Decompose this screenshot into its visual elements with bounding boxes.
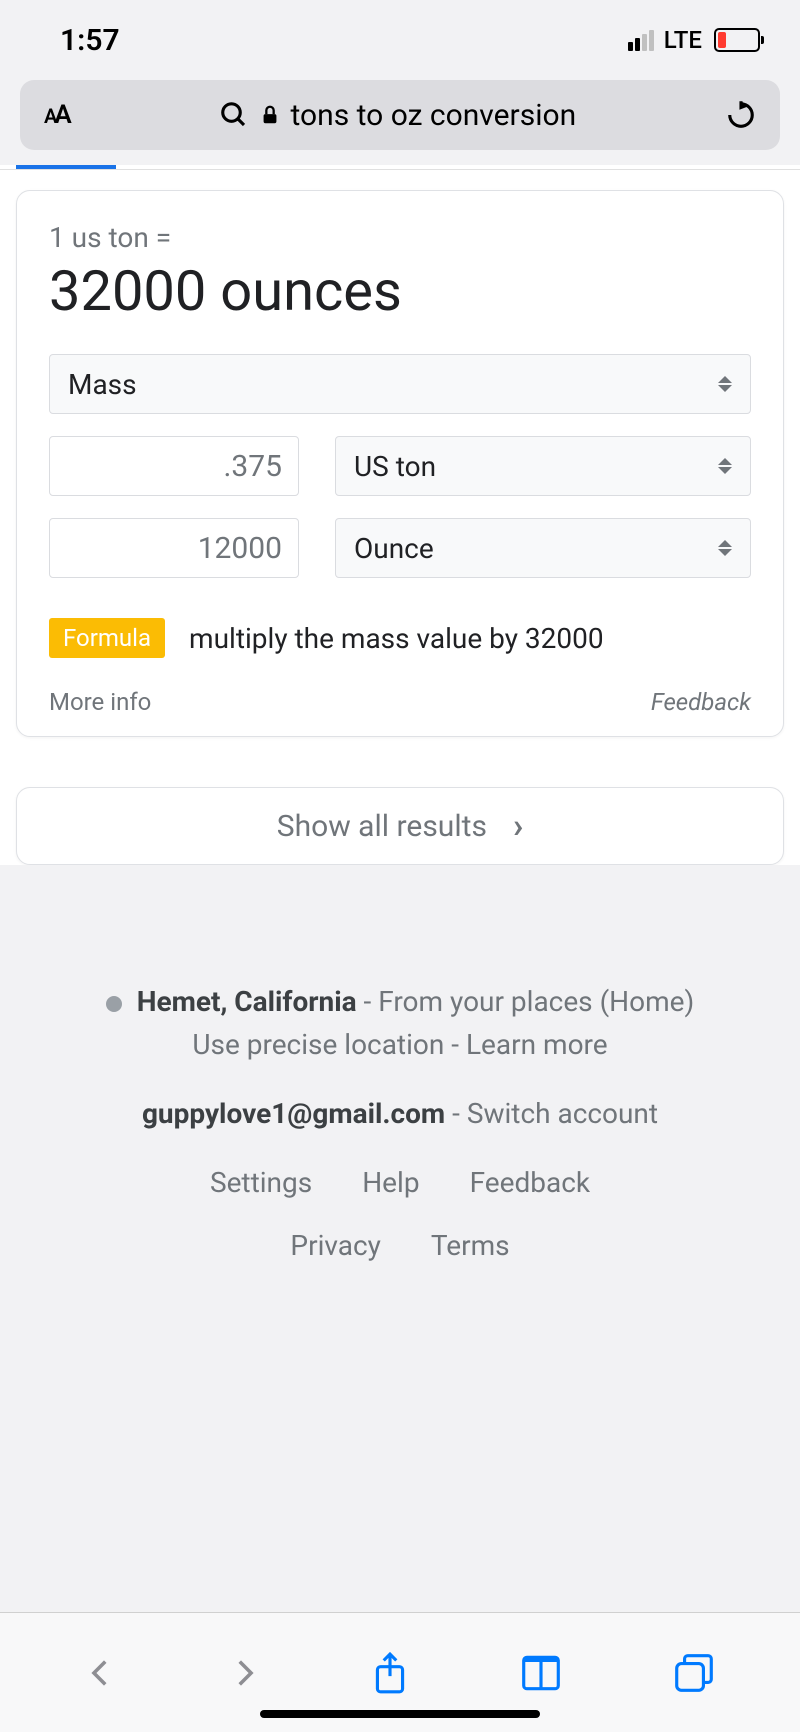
more-info-link[interactable]: More info	[49, 688, 151, 716]
select-arrows-icon	[718, 458, 732, 474]
tab-bar	[0, 165, 800, 170]
status-bar: 1:57 LTE	[0, 0, 800, 70]
feedback-footer-link[interactable]: Feedback	[470, 1166, 590, 1199]
show-all-button[interactable]: Show all results ›	[16, 787, 784, 865]
from-unit-value: US ton	[354, 450, 436, 483]
text-size-icon[interactable]: AA	[44, 100, 69, 130]
location-name[interactable]: Hemet, California	[137, 985, 357, 1018]
conversion-header-result: 32000 ounces	[49, 258, 751, 324]
status-indicators: LTE	[628, 26, 760, 54]
help-link[interactable]: Help	[362, 1166, 419, 1199]
network-label: LTE	[664, 26, 702, 54]
battery-icon	[714, 28, 760, 52]
bookmarks-icon[interactable]	[519, 1653, 563, 1693]
settings-link[interactable]: Settings	[210, 1166, 312, 1199]
to-value-input[interactable]: 12000	[49, 518, 299, 578]
tabs-icon[interactable]	[672, 1651, 716, 1695]
active-tab-indicator	[16, 165, 116, 169]
category-select[interactable]: Mass	[49, 354, 751, 414]
address-bar[interactable]: AA tons to oz conversion	[20, 80, 780, 150]
learn-more-link[interactable]: - Learn more	[444, 1028, 607, 1061]
formula-badge: Formula	[49, 618, 165, 658]
status-time: 1:57	[60, 23, 120, 58]
footer-links-row-1: Settings Help Feedback	[40, 1166, 760, 1199]
category-select-value: Mass	[68, 368, 137, 401]
switch-account-link[interactable]: - Switch account	[445, 1097, 658, 1130]
lock-icon	[259, 102, 281, 128]
privacy-link[interactable]: Privacy	[290, 1229, 380, 1262]
formula-text: multiply the mass value by 32000	[189, 622, 604, 655]
to-unit-select[interactable]: Ounce	[335, 518, 751, 578]
chevron-right-icon: ›	[513, 806, 523, 846]
footer-links-row-2: Privacy Terms	[40, 1229, 760, 1262]
back-icon[interactable]	[84, 1656, 118, 1690]
page-footer: Hemet, California - From your places (Ho…	[0, 865, 800, 1332]
location-dot-icon	[106, 996, 122, 1012]
from-unit-select[interactable]: US ton	[335, 436, 751, 496]
to-unit-value: Ounce	[354, 532, 434, 565]
terms-link[interactable]: Terms	[431, 1229, 510, 1262]
url-display[interactable]: tons to oz conversion	[69, 98, 726, 133]
home-indicator[interactable]	[260, 1710, 540, 1718]
url-text: tons to oz conversion	[291, 98, 577, 133]
conversion-card: 1 us ton = 32000 ounces Mass .375 US ton…	[16, 190, 784, 737]
show-all-label: Show all results	[277, 809, 487, 844]
account-line: guppylove1@gmail.com - Switch account	[40, 1097, 760, 1130]
select-arrows-icon	[718, 540, 732, 556]
select-arrows-icon	[718, 376, 732, 392]
from-value-input[interactable]: .375	[49, 436, 299, 496]
location-source: - From your places (Home)	[357, 985, 695, 1018]
conversion-header-label: 1 us ton =	[49, 221, 751, 254]
formula-row: Formula multiply the mass value by 32000	[49, 618, 751, 658]
feedback-link[interactable]: Feedback	[651, 688, 751, 716]
forward-icon[interactable]	[227, 1656, 261, 1690]
location-line: Hemet, California - From your places (Ho…	[40, 985, 760, 1018]
signal-icon	[628, 30, 654, 51]
search-icon	[219, 100, 249, 130]
precise-location-line: Use precise location - Learn more	[40, 1028, 760, 1061]
use-precise-location-link[interactable]: Use precise location	[192, 1028, 444, 1061]
share-icon[interactable]	[370, 1651, 410, 1695]
reload-icon[interactable]	[726, 100, 756, 130]
account-email: guppylove1@gmail.com	[142, 1097, 445, 1130]
